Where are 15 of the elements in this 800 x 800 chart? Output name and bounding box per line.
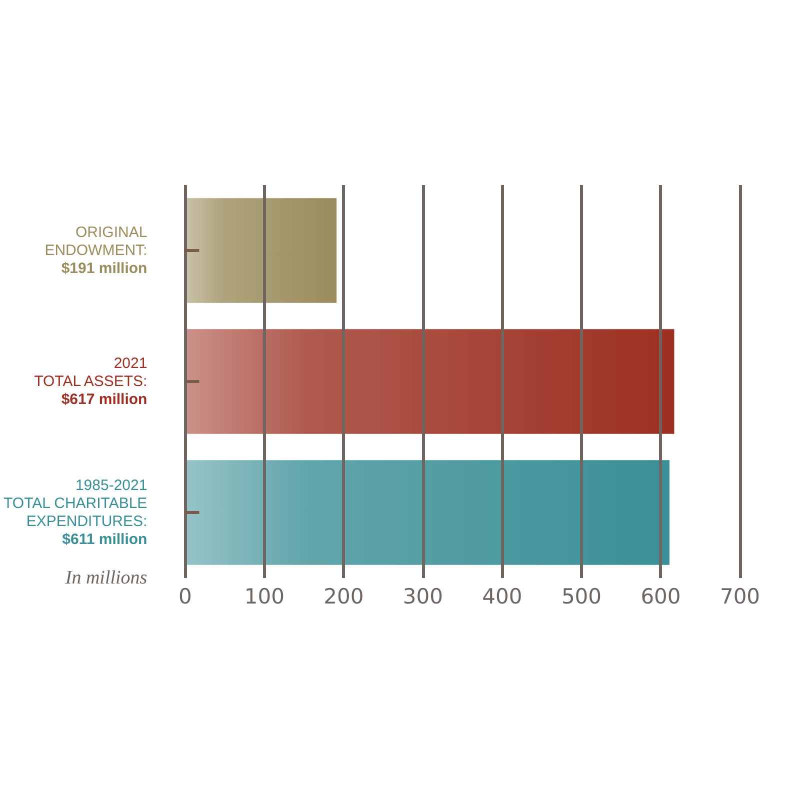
x-tick-label: 500 xyxy=(561,584,602,608)
x-tick-label: 700 xyxy=(720,584,760,608)
x-tick-label: 400 xyxy=(482,584,522,608)
x-tick-label: 200 xyxy=(324,584,364,608)
y-tick-label: ORIGINAL ENDOWMENT: $191 million xyxy=(44,224,148,277)
bar xyxy=(185,460,670,565)
bar xyxy=(185,329,674,434)
x-tick-label: 100 xyxy=(244,584,285,608)
x-tick-label: 300 xyxy=(402,584,444,608)
y-tick-label: 1985-2021 TOTAL CHARITABLE EXPENDITURES: $611 million xyxy=(4,477,148,548)
x-tick-label: 0 xyxy=(178,584,192,608)
x-tick-label: 600 xyxy=(640,584,681,608)
x-axis-title: In millions xyxy=(64,568,148,588)
y-tick-label: 2021 TOTAL ASSETS: $617 million xyxy=(34,355,148,408)
bar xyxy=(185,198,337,303)
